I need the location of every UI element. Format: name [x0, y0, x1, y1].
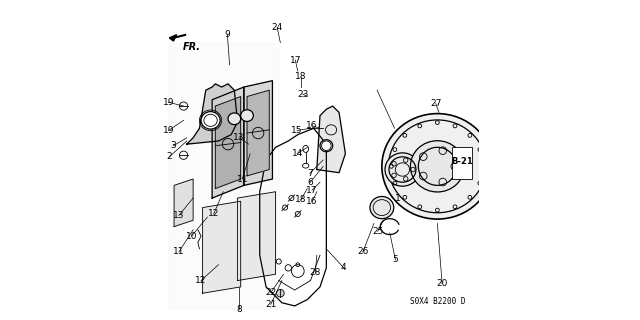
Text: 21: 21: [265, 300, 276, 309]
Text: 16: 16: [307, 197, 318, 206]
Ellipse shape: [410, 141, 465, 192]
Text: 28: 28: [310, 268, 321, 277]
Text: 16: 16: [307, 121, 318, 130]
Text: 11: 11: [237, 174, 248, 184]
Bar: [452, 147, 472, 179]
Circle shape: [276, 289, 284, 297]
Text: 17: 17: [289, 56, 301, 65]
Text: 1: 1: [395, 194, 401, 203]
Text: 18: 18: [295, 195, 307, 204]
Text: 2: 2: [166, 152, 172, 161]
Text: S0X4 B2200 D: S0X4 B2200 D: [410, 297, 466, 306]
Text: 3: 3: [171, 141, 176, 150]
Text: 10: 10: [186, 232, 197, 241]
Text: 23: 23: [297, 90, 308, 99]
Text: 24: 24: [271, 23, 283, 32]
Ellipse shape: [320, 140, 333, 152]
Ellipse shape: [241, 110, 253, 122]
Text: 13: 13: [234, 133, 245, 142]
Text: 19: 19: [163, 126, 174, 135]
Ellipse shape: [385, 153, 420, 186]
Polygon shape: [212, 87, 244, 198]
Text: 22: 22: [265, 288, 276, 297]
Polygon shape: [203, 201, 241, 293]
Polygon shape: [244, 81, 273, 185]
Text: 20: 20: [436, 279, 448, 288]
Polygon shape: [174, 179, 193, 227]
Text: 14: 14: [291, 149, 303, 158]
Text: 5: 5: [392, 255, 398, 264]
Ellipse shape: [382, 114, 493, 219]
Polygon shape: [317, 106, 346, 173]
Polygon shape: [247, 90, 269, 176]
Ellipse shape: [228, 113, 241, 124]
Text: 19: 19: [163, 98, 174, 107]
Text: 6: 6: [307, 178, 313, 187]
Text: 4: 4: [341, 263, 347, 272]
Polygon shape: [170, 35, 177, 41]
Polygon shape: [187, 84, 237, 144]
Ellipse shape: [201, 112, 220, 129]
Text: 7: 7: [307, 169, 313, 178]
Text: 12: 12: [208, 209, 220, 219]
Text: 18: 18: [295, 72, 307, 81]
Polygon shape: [215, 97, 241, 188]
Text: 26: 26: [357, 247, 369, 257]
Polygon shape: [168, 43, 279, 309]
Ellipse shape: [370, 196, 394, 219]
Text: 27: 27: [430, 99, 442, 108]
Text: 12: 12: [195, 276, 207, 285]
Text: FR.: FR.: [183, 42, 201, 52]
Text: 8: 8: [236, 305, 242, 314]
Text: 13: 13: [173, 211, 184, 220]
Polygon shape: [237, 192, 276, 281]
Text: 17: 17: [307, 186, 318, 195]
Text: 15: 15: [291, 126, 303, 135]
Text: 11: 11: [173, 247, 184, 257]
Text: 25: 25: [372, 227, 383, 236]
Text: 9: 9: [225, 30, 230, 39]
Text: B-21: B-21: [451, 157, 473, 166]
